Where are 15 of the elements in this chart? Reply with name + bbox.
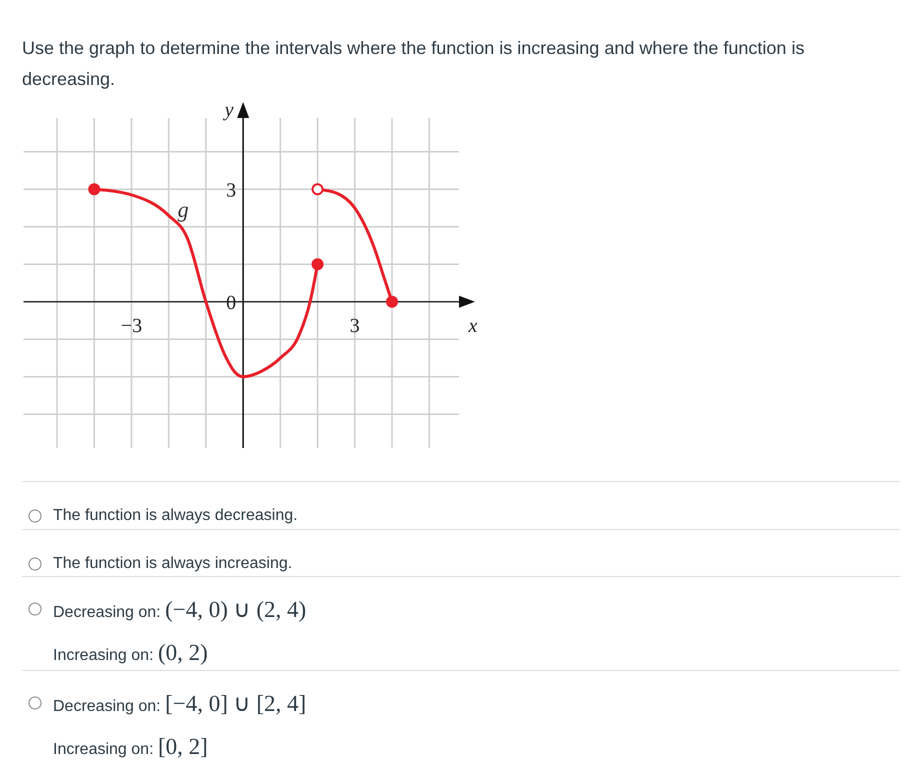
y-axis-title: y (222, 99, 234, 121)
text: Increasing on: (0, 2) (53, 640, 208, 666)
text: Increasing on: [0, 2] (53, 734, 208, 760)
text: Decreasing on: [−4, 0] ∪ [2, 4] (53, 690, 306, 716)
point (312, 183, 324, 196)
text: The function is always decreasing. (53, 507, 298, 525)
point (386, 296, 398, 308)
x-tick-label: −3 (120, 314, 142, 337)
annotation: g (178, 196, 189, 222)
point (88, 183, 100, 196)
x-axis-title: x (468, 314, 478, 337)
point (312, 258, 324, 270)
text: The function is always increasing. (53, 555, 292, 573)
text: Use the graph to determine the intervals where the function is increasing and where the function is decreasing. (22, 37, 806, 91)
text: Decreasing on: (−4, 0) ∪ (2, 4) (53, 596, 306, 622)
